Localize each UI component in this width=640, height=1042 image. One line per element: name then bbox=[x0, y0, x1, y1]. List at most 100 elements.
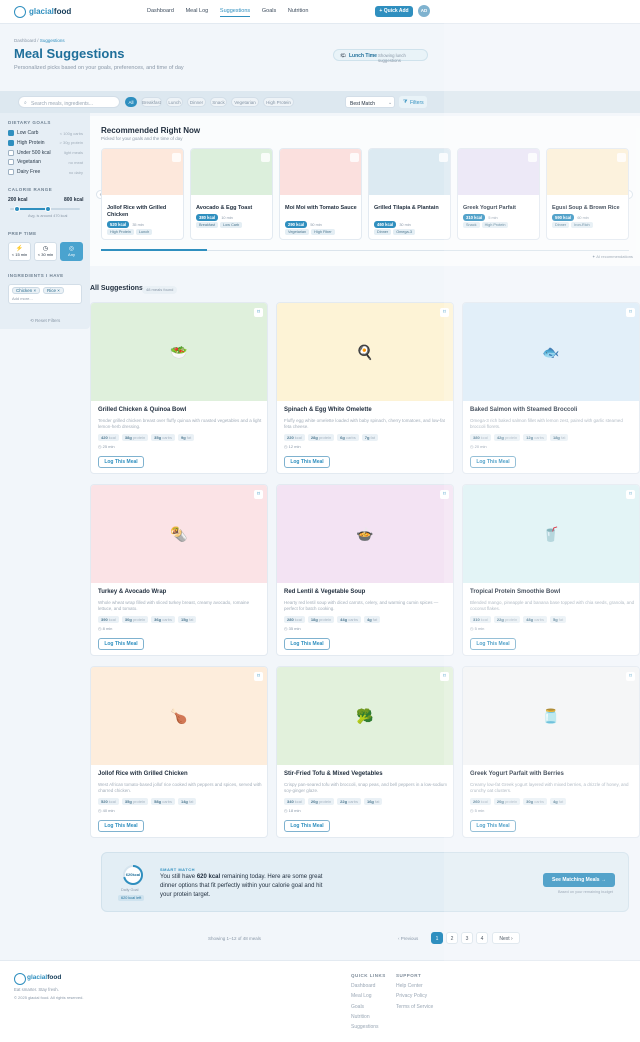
meal-card[interactable]: 🥦 ⌑ Stir-Fried Tofu & Mixed Vegetables Cris… bbox=[276, 666, 454, 838]
quick-add-button[interactable]: + Quick Add bbox=[375, 6, 413, 17]
meal-card-macros: 340 kcal 20g protein 22g carbs 16g fat bbox=[284, 798, 385, 805]
footer-support-link-1[interactable]: Privacy Policy bbox=[396, 993, 428, 1000]
bookmark-icon[interactable]: ⌑ bbox=[440, 490, 449, 499]
pagination-next[interactable]: Next › bbox=[492, 932, 520, 944]
log-meal-button[interactable]: Log This Meal bbox=[470, 638, 516, 650]
bookmark-icon[interactable]: ⌑ bbox=[440, 308, 449, 317]
nav-goals[interactable]: Goals bbox=[261, 8, 277, 14]
nav-meal-log[interactable]: Meal Log bbox=[185, 8, 209, 14]
meal-card[interactable]: 🍳 ⌑ Spinach & Egg White Omelette Fluffy egg… bbox=[276, 302, 454, 474]
goal-checkbox-2[interactable] bbox=[8, 149, 14, 156]
footer-link-2[interactable]: Goals bbox=[351, 1003, 365, 1010]
footer-link-1[interactable]: Meal Log bbox=[351, 993, 372, 1000]
recommended-card[interactable]: Egusi Soup & Brown Rice 590 kcal 60 min Din… bbox=[546, 148, 629, 240]
log-meal-button[interactable]: Log This Meal bbox=[284, 456, 330, 468]
tag: Lunch bbox=[135, 229, 153, 235]
calorie-min: 200 kcal bbox=[8, 197, 28, 203]
footer-link-3[interactable]: Nutrition bbox=[351, 1013, 370, 1020]
meal-card-description: Crispy pan-seared tofu with broccoli, sn… bbox=[284, 782, 448, 793]
meal-card[interactable]: 🥤 ⌑ Tropical Protein Smoothie Bowl Blended … bbox=[462, 484, 640, 656]
page-2[interactable]: 2 bbox=[446, 932, 458, 944]
footer-support-link-0[interactable]: Help Center bbox=[396, 983, 423, 989]
bookmark-icon[interactable] bbox=[261, 153, 270, 162]
brand-logo[interactable]: glacialfood bbox=[29, 7, 72, 16]
prep-option-0[interactable]: ⚡ < 15 min bbox=[8, 242, 31, 261]
chip-1[interactable]: Breakfast bbox=[141, 97, 162, 107]
page-3[interactable]: 3 bbox=[461, 932, 473, 944]
macro-protein: 18g protein bbox=[307, 616, 335, 623]
chip-2[interactable]: Lunch bbox=[166, 97, 183, 107]
meal-card-description: Creamy low-fat Greek yogurt layered with… bbox=[470, 782, 629, 793]
prep-option-1[interactable]: ◷ < 30 min bbox=[34, 242, 57, 261]
sort-select[interactable]: Best Match ⌄ bbox=[345, 96, 395, 108]
bookmark-icon[interactable] bbox=[528, 153, 537, 162]
bookmark-icon[interactable]: ⌑ bbox=[626, 672, 635, 681]
goal-checkbox-3[interactable] bbox=[8, 159, 14, 166]
user-avatar[interactable]: AD bbox=[418, 5, 430, 17]
goal-checkbox-4[interactable] bbox=[8, 169, 14, 176]
chip-0[interactable]: All bbox=[125, 97, 137, 107]
bookmark-icon[interactable]: ⌑ bbox=[626, 308, 635, 317]
log-meal-button[interactable]: Log This Meal bbox=[98, 638, 144, 650]
bookmark-icon[interactable] bbox=[172, 153, 181, 162]
nav-dashboard[interactable]: Dashboard bbox=[147, 8, 174, 14]
chip-6[interactable]: High Protein bbox=[263, 97, 294, 107]
bookmark-icon[interactable]: ⌑ bbox=[626, 490, 635, 499]
log-meal-button[interactable]: Log This Meal bbox=[470, 456, 516, 468]
page-4[interactable]: 4 bbox=[476, 932, 488, 944]
bookmark-icon[interactable] bbox=[439, 153, 448, 162]
reset-filters-button[interactable]: ⟲ Reset Filters bbox=[30, 318, 61, 323]
nav-nutrition[interactable]: Nutrition bbox=[287, 8, 309, 14]
ingredient-tag-rice[interactable]: Rice × bbox=[43, 287, 64, 294]
meal-card[interactable]: 🫙 ⌑ Greek Yogurt Parfait with Berries Cream… bbox=[462, 666, 640, 838]
goal-checkbox-0[interactable] bbox=[8, 130, 14, 136]
nav-suggestions[interactable]: Suggestions bbox=[219, 8, 251, 17]
ingredient-tag-chicken[interactable]: Chicken × bbox=[12, 287, 41, 294]
footer-support-link-2[interactable]: Terms of Service bbox=[396, 1003, 434, 1010]
meal-card[interactable]: 🍗 ⌑ Jollof Rice with Grilled Chicken West A… bbox=[90, 666, 268, 838]
meal-card[interactable]: 🐟 ⌑ Baked Salmon with Steamed Broccoli Omeg… bbox=[462, 302, 640, 474]
bookmark-icon[interactable]: ⌑ bbox=[254, 672, 263, 681]
macro-fat: 18g fat bbox=[549, 434, 569, 441]
search-input[interactable]: ⌕ Search meals, ingredients... bbox=[18, 96, 120, 108]
chip-3[interactable]: Dinner bbox=[187, 97, 206, 107]
log-meal-button[interactable]: Log This Meal bbox=[284, 820, 330, 832]
bookmark-icon[interactable]: ⌑ bbox=[254, 308, 263, 317]
meal-card[interactable]: 🍲 ⌑ Red Lentil & Vegetable Soup Hearty red … bbox=[276, 484, 454, 656]
goal-label-3: Vegetarian bbox=[17, 159, 41, 166]
prep-time: 35 min bbox=[132, 223, 144, 227]
calorie-slider-min-handle[interactable] bbox=[14, 206, 20, 212]
log-meal-button[interactable]: Log This Meal bbox=[98, 456, 144, 468]
recommended-card[interactable]: Avocado & Egg Toast 380 kcal 10 min Breakfa… bbox=[190, 148, 273, 240]
log-meal-button[interactable]: Log This Meal bbox=[98, 820, 144, 832]
recommended-card[interactable]: Grilled Tilapia & Plantain 460 kcal 30 min… bbox=[368, 148, 451, 240]
bookmark-icon[interactable] bbox=[350, 153, 359, 162]
breadcrumb-dashboard[interactable]: Dashboard bbox=[14, 38, 37, 43]
chip-5[interactable]: Vegetarian bbox=[231, 97, 259, 107]
bookmark-icon[interactable] bbox=[617, 153, 626, 162]
recommended-card-image bbox=[369, 149, 450, 195]
meal-card[interactable]: 🌯 ⌑ Turkey & Avocado Wrap Whole wheat wrap … bbox=[90, 484, 268, 656]
page-title: Meal Suggestions bbox=[14, 46, 125, 61]
meal-card[interactable]: 🥗 ⌑ Grilled Chicken & Quinoa Bowl Tender gr… bbox=[90, 302, 268, 474]
footer-link-4[interactable]: Suggestions bbox=[351, 1024, 379, 1031]
footer-link-0[interactable]: Dashboard bbox=[351, 983, 376, 989]
page-1[interactable]: 1 bbox=[431, 932, 443, 944]
recommended-card[interactable]: Greek Yogurt Parfait 310 kcal 5 min Snack Hi… bbox=[457, 148, 540, 240]
chip-4[interactable]: Snack bbox=[210, 97, 227, 107]
log-meal-button[interactable]: Log This Meal bbox=[470, 820, 516, 832]
prep-option-2[interactable]: ◎ Any bbox=[60, 242, 83, 261]
recommended-card-image bbox=[191, 149, 272, 195]
log-meal-button[interactable]: Log This Meal bbox=[284, 638, 330, 650]
goal-checkbox-1[interactable] bbox=[8, 139, 14, 146]
recommended-card[interactable]: Jollof Rice with Grilled Chicken 520 kcal… bbox=[101, 148, 184, 240]
bookmark-icon[interactable]: ⌑ bbox=[254, 490, 263, 499]
calorie-slider-max-handle[interactable] bbox=[45, 206, 51, 212]
pagination-previous[interactable]: ‹ Previous bbox=[398, 936, 419, 941]
see-matching-meals-button[interactable]: See Matching Meals → bbox=[543, 873, 615, 887]
ingredients-input[interactable]: Chicken × Rice × Add more... bbox=[8, 284, 82, 304]
recommended-card[interactable]: Moi Moi with Tomato Sauce 290 kcal 50 min V… bbox=[279, 148, 362, 240]
bookmark-icon[interactable]: ⌑ bbox=[440, 672, 449, 681]
filters-button[interactable]: ⧩ Filters bbox=[399, 96, 427, 108]
footer-logo[interactable]: glacialfood bbox=[27, 974, 62, 981]
